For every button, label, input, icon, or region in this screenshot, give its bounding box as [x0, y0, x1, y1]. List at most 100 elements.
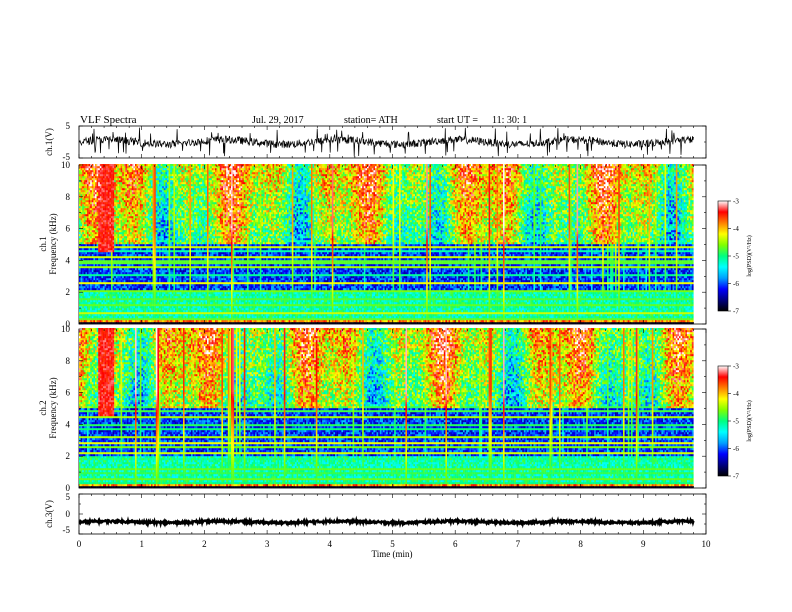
spectrogram-cell [111, 254, 113, 256]
spectrogram-cell [105, 196, 107, 198]
spectrogram-cell [117, 320, 119, 322]
spectrogram-cell [84, 232, 86, 234]
spectrogram-cell [113, 194, 115, 196]
spectrogram-cell [90, 312, 92, 314]
spectrogram-cell [108, 228, 110, 230]
spectrogram-cell [113, 274, 115, 276]
spectrogram-cell [121, 302, 123, 304]
spectrogram-cell [100, 314, 102, 316]
spectrogram-cell [89, 240, 91, 242]
spectrogram-cell [111, 206, 113, 208]
spectrogram-cell [105, 316, 107, 318]
spectrogram-cell [114, 182, 116, 184]
spectrogram-cell [93, 180, 95, 182]
spectrogram-cell [119, 300, 121, 302]
spectrogram-cell [98, 322, 100, 324]
spectrogram-cell [109, 238, 111, 240]
spectrogram-cell [109, 166, 111, 168]
spectrogram-cell [108, 292, 110, 294]
spectrogram-cell [103, 186, 105, 188]
spectrogram-cell [87, 256, 89, 258]
spectrogram-cell [116, 286, 118, 288]
spectrogram-cell [84, 198, 86, 200]
spectrogram-cell [108, 206, 110, 208]
spectrogram-cell [81, 208, 83, 210]
spectrogram-cell [95, 278, 97, 280]
spectrogram-cell [84, 174, 86, 176]
spectrogram-cell [119, 180, 121, 182]
spectrogram-cell [101, 170, 103, 172]
spectrogram-cell [97, 318, 99, 320]
spectrogram-cell [101, 186, 103, 188]
spectrogram-cell [117, 314, 119, 316]
spectrogram-cell [84, 164, 86, 166]
spectrogram-cell [105, 298, 107, 300]
spectrogram-cell [92, 184, 94, 186]
spectrogram-cell [85, 200, 87, 202]
spectrogram-cell [105, 208, 107, 210]
spectrogram-cell [98, 304, 100, 306]
spectrogram-cell [116, 300, 118, 302]
spectrogram-cell [93, 166, 95, 168]
spectrogram-cell [92, 180, 94, 182]
spectrogram-cell [85, 170, 87, 172]
spectrogram-cell [85, 210, 87, 212]
spectrogram-cell [117, 270, 119, 272]
spectrogram-cell [92, 206, 94, 208]
spectrogram-cell [106, 230, 108, 232]
spectrogram-cell [98, 168, 100, 170]
spectrogram-cell [100, 254, 102, 256]
spectrogram-cell [119, 234, 121, 236]
spectrogram-cell [117, 318, 119, 320]
spectrogram-cell [95, 270, 97, 272]
spectrogram-cell [82, 252, 84, 254]
spectrogram-cell [105, 266, 107, 268]
spectrogram-cell [95, 246, 97, 248]
spectrogram-cell [106, 292, 108, 294]
spectrogram-cell [84, 240, 86, 242]
spectrogram-cell [82, 268, 84, 270]
spectrogram-cell [100, 182, 102, 184]
spectrogram-cell [101, 304, 103, 306]
spectrogram-cell [109, 200, 111, 202]
spectrogram-cell [98, 228, 100, 230]
spectrogram-cell [105, 218, 107, 220]
spectrogram-cell [109, 176, 111, 178]
spectrogram-cell [101, 254, 103, 256]
spectrogram-cell [117, 248, 119, 250]
spectrogram-cell [113, 266, 115, 268]
spectrogram-cell [95, 206, 97, 208]
spectrogram-cell [100, 198, 102, 200]
spectrogram-cell [98, 272, 100, 274]
spectrogram-cell [82, 248, 84, 250]
spectrogram-cell [111, 200, 113, 202]
spectrogram-cell [93, 304, 95, 306]
spectrogram-cell [105, 206, 107, 208]
spectrogram-cell [92, 186, 94, 188]
spectrogram-cell [81, 254, 83, 256]
spectrogram-cell [82, 222, 84, 224]
spectrogram-cell [113, 306, 115, 308]
spectrogram-cell [93, 184, 95, 186]
spectrogram-cell [97, 212, 99, 214]
spectrogram-cell [84, 264, 86, 266]
spectrogram-cell [90, 256, 92, 258]
spectrogram-cell [95, 312, 97, 314]
spectrogram-cell [95, 276, 97, 278]
spectrogram-cell [97, 224, 99, 226]
spectrogram-cell [100, 296, 102, 298]
spectrogram-cell [92, 268, 94, 270]
spectrogram-cell [100, 220, 102, 222]
spectrogram-cell [95, 274, 97, 276]
spectrogram-cell [108, 236, 110, 238]
spectrogram-cell [106, 282, 108, 284]
spectrogram-cell [101, 174, 103, 176]
spectrogram-cell [95, 244, 97, 246]
spectrogram-cell [113, 234, 115, 236]
spectrogram-cell [109, 194, 111, 196]
spectrogram-cell [121, 310, 123, 312]
spectrogram-cell [84, 258, 86, 260]
spectrogram-cell [85, 274, 87, 276]
spectrogram-cell [93, 178, 95, 180]
spectrogram-cell [79, 178, 81, 180]
